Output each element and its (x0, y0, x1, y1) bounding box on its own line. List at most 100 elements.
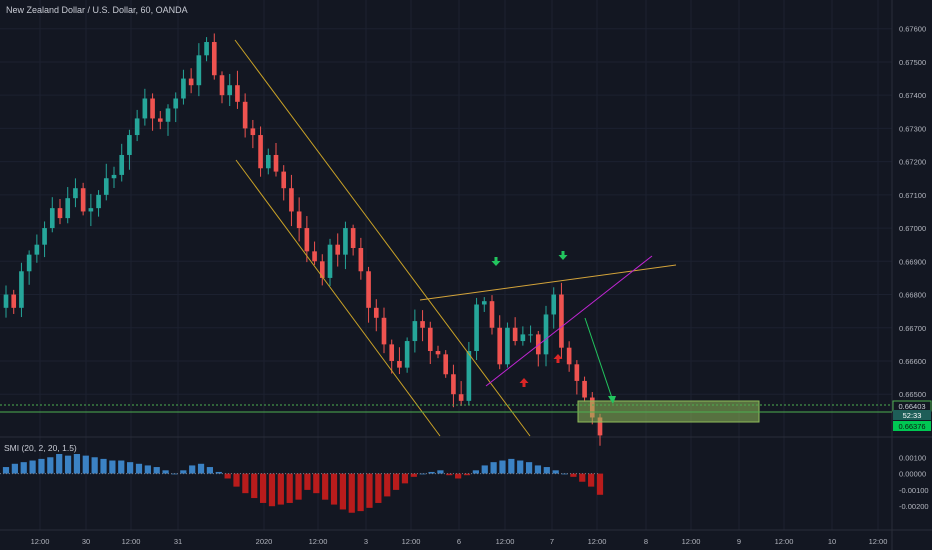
price-axis-label: 0.66900 (899, 257, 926, 266)
smi-bar (197, 463, 205, 474)
candle-body (11, 294, 17, 308)
smi-bar (47, 457, 54, 474)
smi-bar (499, 460, 506, 474)
candle-body (582, 380, 587, 398)
time-axis-label: 6 (457, 537, 461, 546)
smi-bar (596, 473, 604, 495)
arrow-up-icon (519, 378, 529, 387)
candle-body (165, 108, 171, 122)
candle-body (373, 307, 379, 318)
candle-body (381, 317, 387, 345)
candle-body (188, 78, 194, 86)
smi-bar (570, 473, 577, 477)
candle-body (443, 354, 449, 375)
smi-axis-label: -0.00200 (899, 502, 929, 511)
time-axis-label: 7 (550, 537, 554, 546)
candle-body (304, 228, 310, 252)
price-axis-label: 0.67000 (899, 224, 926, 233)
time-axis-label: 9 (737, 537, 741, 546)
arrow-down-icon (491, 257, 501, 266)
smi-bar (366, 473, 373, 508)
candle-body (80, 188, 86, 212)
smi-bar (64, 455, 72, 474)
smi-bar (357, 473, 364, 512)
price-tag-text: 0.66376 (898, 422, 925, 431)
time-axis-label: 12:00 (682, 537, 701, 546)
channel-lower-line (235, 159, 441, 437)
smi-axis-label: 0.00000 (899, 470, 926, 479)
candle-body (535, 334, 541, 355)
candle-body (219, 75, 225, 96)
smi-bar (127, 462, 134, 474)
smi-bar (91, 457, 98, 474)
candle-body (474, 304, 479, 352)
smi-bar (437, 470, 444, 474)
candle-body (412, 321, 418, 342)
candle-body (242, 101, 248, 129)
time-axis-label: 8 (644, 537, 648, 546)
price-tag-text: 0.66403 (898, 402, 925, 411)
smi-bar (233, 473, 240, 487)
chart-title: New Zealand Dollar / U.S. Dollar, 60, OA… (6, 5, 188, 15)
price-axis-label: 0.66800 (899, 291, 926, 300)
smi-bar (73, 454, 81, 474)
smi-bar (206, 467, 214, 474)
smi-bar (189, 465, 196, 474)
arrow-down-icon (558, 251, 568, 260)
candle-body (235, 85, 240, 102)
smi-bar (490, 462, 497, 474)
smi-bar (38, 458, 45, 474)
price-axis-label: 0.66700 (899, 324, 926, 333)
candle-body (204, 42, 209, 56)
candle-body (520, 334, 526, 342)
smi-bar (322, 473, 329, 500)
smi-bar (508, 458, 515, 474)
smi-bar (2, 467, 10, 474)
smi-axis-label: 0.00100 (899, 453, 926, 462)
candle-body (489, 301, 495, 328)
smi-bar (313, 473, 320, 494)
time-axis-label: 10 (828, 537, 836, 546)
candle-body (466, 351, 472, 401)
candle-body (427, 327, 433, 352)
candle-body (65, 198, 71, 219)
price-axis-label: 0.67200 (899, 158, 926, 167)
price-tag-text: 52:33 (903, 411, 922, 420)
price-axis-label: 0.67100 (899, 191, 926, 200)
smi-bar (455, 473, 462, 479)
projection-arrow-head (608, 396, 616, 404)
price-tag-countdown (893, 410, 931, 420)
candle-body (250, 128, 256, 136)
candle-body (597, 417, 603, 436)
smi-bar (118, 460, 125, 474)
smi-bar (472, 470, 479, 474)
candle-body (227, 85, 233, 96)
candle-body (543, 314, 549, 355)
time-axis-label: 2020 (256, 537, 273, 546)
smi-bar (286, 473, 293, 503)
smi-bar (428, 471, 435, 474)
smi-bar (251, 473, 258, 499)
candle-body (34, 244, 40, 255)
time-axis-label: 12:00 (496, 537, 515, 546)
smi-bar (579, 473, 586, 482)
smi-bar (552, 470, 559, 474)
smi-bar (410, 473, 417, 477)
price-tag-last (893, 421, 931, 431)
smi-bar (29, 460, 36, 474)
candle-body (26, 254, 32, 272)
smi-bar (339, 473, 346, 510)
smi-bar (375, 473, 382, 503)
candle-body (566, 347, 572, 365)
time-axis-label: 12:00 (309, 537, 328, 546)
candle-body (103, 178, 109, 195)
wedge-lower-line (485, 255, 653, 387)
candle-body (96, 194, 101, 209)
arrow-up-icon (553, 354, 563, 363)
price-axis-label: 0.67400 (899, 91, 926, 100)
time-axis-label: 12:00 (122, 537, 141, 546)
candle-body (350, 228, 356, 249)
time-axis-label: 3 (364, 537, 368, 546)
smi-bar (295, 473, 302, 500)
